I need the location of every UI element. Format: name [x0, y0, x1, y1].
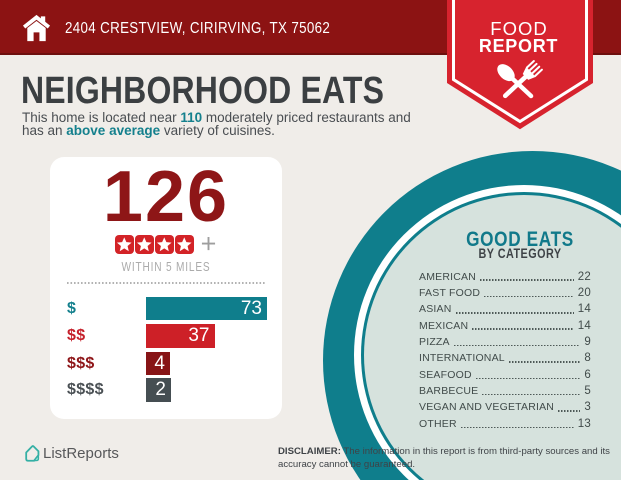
svg-text:FOOD: FOOD — [490, 18, 547, 39]
svg-text:REPORT: REPORT — [479, 36, 558, 56]
